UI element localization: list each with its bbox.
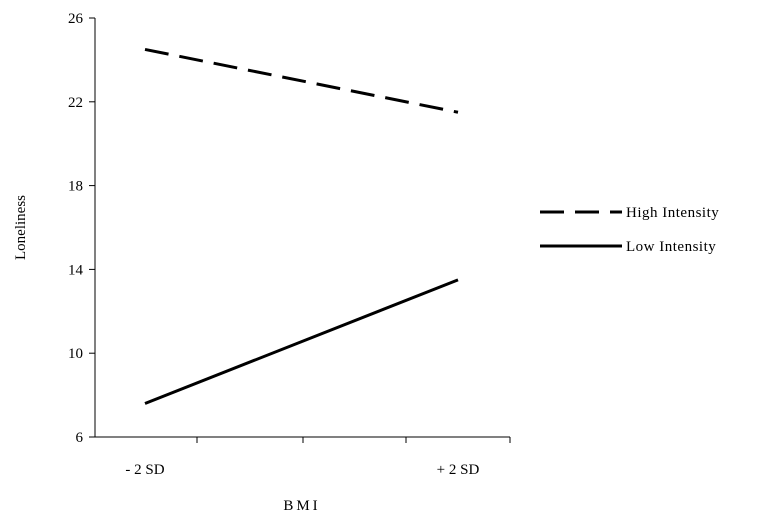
y-tick-label: 6 <box>76 430 84 446</box>
plot-area: 6 10 14 18 22 26 - 2 SD + 2 SD <box>68 11 511 478</box>
y-tick-label: 10 <box>68 346 83 362</box>
series-layer <box>144 47 459 405</box>
y-tick-label: 18 <box>68 179 83 195</box>
y-axis-title: Loneliness <box>13 195 29 260</box>
legend-label: Low Intensity <box>626 239 716 255</box>
x-axis-ticks: - 2 SD + 2 SD <box>125 437 511 478</box>
series-line-high-intensity <box>144 47 459 114</box>
y-tick-label: 26 <box>68 11 84 27</box>
y-axis-ticks: 6 10 14 18 22 26 <box>68 11 95 446</box>
series-line-low-intensity <box>144 278 459 405</box>
legend-label: High Intensity <box>626 205 719 221</box>
x-tick-label: + 2 SD <box>437 462 480 478</box>
x-tick-label: - 2 SD <box>125 462 164 478</box>
y-tick-label: 14 <box>68 262 84 278</box>
y-tick-label: 22 <box>68 95 83 111</box>
legend: High Intensity Low Intensity <box>540 205 719 255</box>
x-axis-title: BMI <box>283 498 320 514</box>
